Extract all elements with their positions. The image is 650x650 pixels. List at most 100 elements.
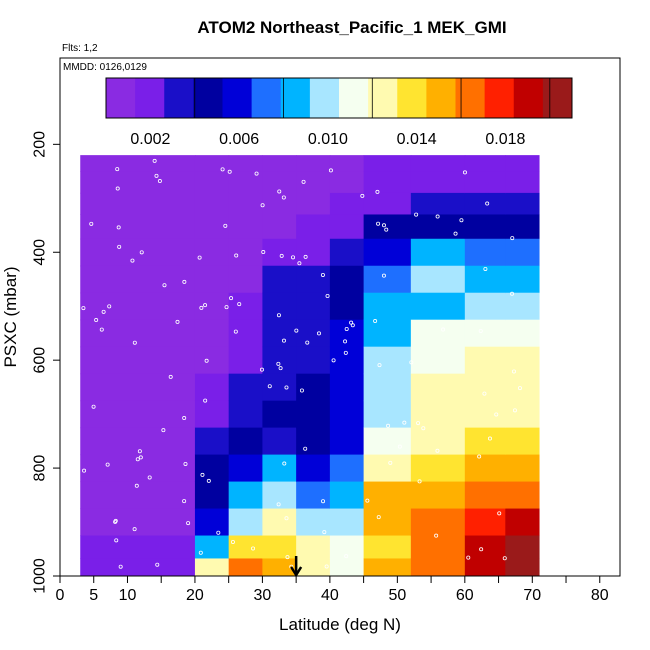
heatmap-cell <box>464 265 506 294</box>
heatmap-cell <box>80 319 196 348</box>
track-point <box>267 384 272 389</box>
track-point <box>510 291 515 296</box>
arrow-marker-head <box>290 566 303 578</box>
track-point <box>234 253 239 258</box>
heatmap-cell <box>228 319 263 348</box>
heatmap-cell <box>228 155 263 172</box>
x-tick-label: 80 <box>591 587 609 604</box>
heatmap-cell <box>329 346 365 375</box>
track-point <box>182 499 187 504</box>
heatmap-cell <box>228 171 263 194</box>
track-point <box>466 555 471 560</box>
heatmap-cell <box>80 373 196 402</box>
track-point <box>223 223 228 228</box>
track-point <box>284 516 289 521</box>
colorbar-swatch <box>426 78 456 118</box>
track-point <box>376 221 381 226</box>
track-point <box>114 538 119 543</box>
colorbar: 0.002 0.006 0.010 0.014 0.018 <box>105 77 573 148</box>
heatmap-cell <box>464 346 506 375</box>
heatmap-cell <box>228 454 263 483</box>
heatmap-cell <box>505 535 540 559</box>
track-point <box>204 358 209 363</box>
heatmap-cell <box>329 238 365 267</box>
track-point <box>375 189 380 194</box>
track-point <box>360 193 365 198</box>
heatmap-cell <box>80 400 196 429</box>
heatmap-cell <box>262 400 297 429</box>
track-point <box>344 554 349 559</box>
track-point <box>297 261 302 266</box>
heatmap-cell <box>194 192 230 215</box>
heatmap-cell <box>363 535 412 559</box>
colorbar-swatch <box>309 78 340 118</box>
heatmap-cell <box>410 535 466 559</box>
heatmap-cell <box>329 373 365 402</box>
heatmap-cell <box>329 508 365 537</box>
heatmap-cell <box>505 373 540 402</box>
track-point <box>182 416 187 421</box>
track-point <box>115 186 120 191</box>
colorbar-swatch <box>193 78 223 118</box>
heatmap-cell <box>410 292 466 321</box>
track-point <box>512 408 517 413</box>
track-point <box>230 540 235 545</box>
heatmap-cell <box>329 319 365 348</box>
y-axis-label: PSXC (mbar) <box>1 266 20 367</box>
track-point <box>397 444 402 449</box>
heatmap-cell <box>296 155 331 172</box>
track-point <box>99 327 104 332</box>
heatmap-cell <box>505 214 540 240</box>
heatmap-cell <box>329 155 365 172</box>
x-tick-label: 5 <box>89 587 98 604</box>
colorbar-swatch <box>280 78 311 118</box>
heatmap-cell <box>296 319 331 348</box>
y-tick-label: 600 <box>32 347 49 374</box>
track-point <box>284 385 289 390</box>
heatmap-cell <box>80 238 196 267</box>
colorbar-swatch <box>513 78 544 118</box>
heatmap-cell <box>262 454 297 483</box>
track-point <box>137 449 142 454</box>
track-point <box>322 530 327 535</box>
heatmap-cell <box>262 319 297 348</box>
heatmap-cell <box>464 508 506 537</box>
heatmap-cell <box>363 481 412 510</box>
heatmap-cell <box>194 171 230 194</box>
track-point <box>152 158 157 163</box>
heatmap-cell <box>296 238 331 267</box>
track-point <box>328 168 333 173</box>
track-point <box>479 547 484 552</box>
heatmap-cell <box>262 155 297 172</box>
track-point <box>320 272 325 277</box>
heatmap-cell <box>363 238 412 267</box>
heatmap-cell <box>464 171 506 194</box>
track-point <box>365 498 370 503</box>
track-point <box>199 305 204 310</box>
heatmap-cell <box>505 558 540 577</box>
heatmap-cell <box>228 481 263 510</box>
heatmap-cell <box>329 171 365 194</box>
heatmap-cell <box>80 171 196 194</box>
colorbar-swatch <box>484 78 515 118</box>
heatmap-cell <box>228 400 263 429</box>
track-point <box>220 167 225 172</box>
heatmap-cell <box>80 508 196 537</box>
heatmap-cell <box>228 214 263 240</box>
x-tick-label: 40 <box>321 587 339 604</box>
track-point <box>161 428 166 433</box>
heatmap-cell <box>296 171 331 194</box>
track-point <box>417 479 422 484</box>
track-point <box>487 436 492 441</box>
colorbar-swatch <box>222 78 253 118</box>
heatmap-cell <box>464 427 506 456</box>
heatmap-cell <box>329 454 365 483</box>
track-point <box>260 203 265 208</box>
track-point <box>134 483 139 488</box>
heatmap-cell <box>464 535 506 559</box>
flights-label: Flts: 1,2 <box>62 43 98 54</box>
heatmap-cell <box>262 427 297 456</box>
track-point <box>409 360 414 365</box>
colorbar-swatch <box>251 78 282 118</box>
heatmap-cell <box>363 265 412 294</box>
